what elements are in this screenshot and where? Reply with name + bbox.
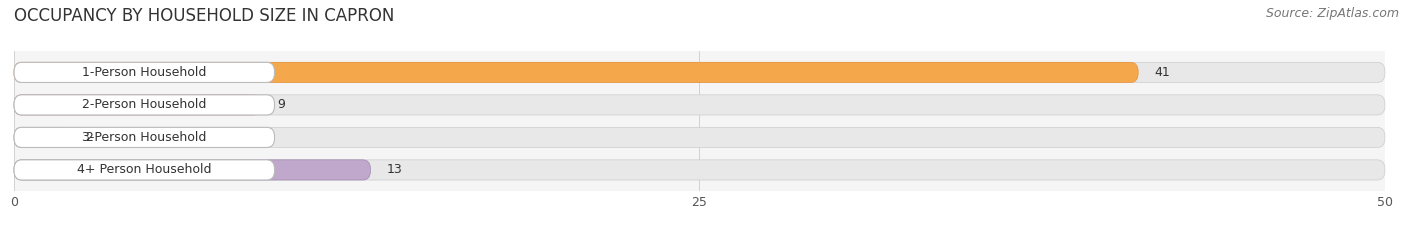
FancyBboxPatch shape — [14, 127, 69, 147]
FancyBboxPatch shape — [14, 62, 1139, 82]
Text: 13: 13 — [387, 163, 402, 176]
FancyBboxPatch shape — [14, 95, 1385, 115]
Text: 2-Person Household: 2-Person Household — [82, 98, 207, 111]
FancyBboxPatch shape — [14, 160, 371, 180]
Text: 2: 2 — [86, 131, 93, 144]
Text: OCCUPANCY BY HOUSEHOLD SIZE IN CAPRON: OCCUPANCY BY HOUSEHOLD SIZE IN CAPRON — [14, 7, 395, 25]
FancyBboxPatch shape — [14, 62, 274, 82]
FancyBboxPatch shape — [14, 95, 274, 115]
FancyBboxPatch shape — [14, 160, 274, 180]
Text: 1-Person Household: 1-Person Household — [82, 66, 207, 79]
FancyBboxPatch shape — [14, 127, 274, 147]
Text: 9: 9 — [277, 98, 285, 111]
Text: 3-Person Household: 3-Person Household — [82, 131, 207, 144]
FancyBboxPatch shape — [14, 62, 1385, 82]
FancyBboxPatch shape — [14, 127, 1385, 147]
Text: 4+ Person Household: 4+ Person Household — [77, 163, 211, 176]
Text: 41: 41 — [1154, 66, 1170, 79]
FancyBboxPatch shape — [14, 95, 262, 115]
FancyBboxPatch shape — [14, 160, 1385, 180]
Text: Source: ZipAtlas.com: Source: ZipAtlas.com — [1265, 7, 1399, 20]
